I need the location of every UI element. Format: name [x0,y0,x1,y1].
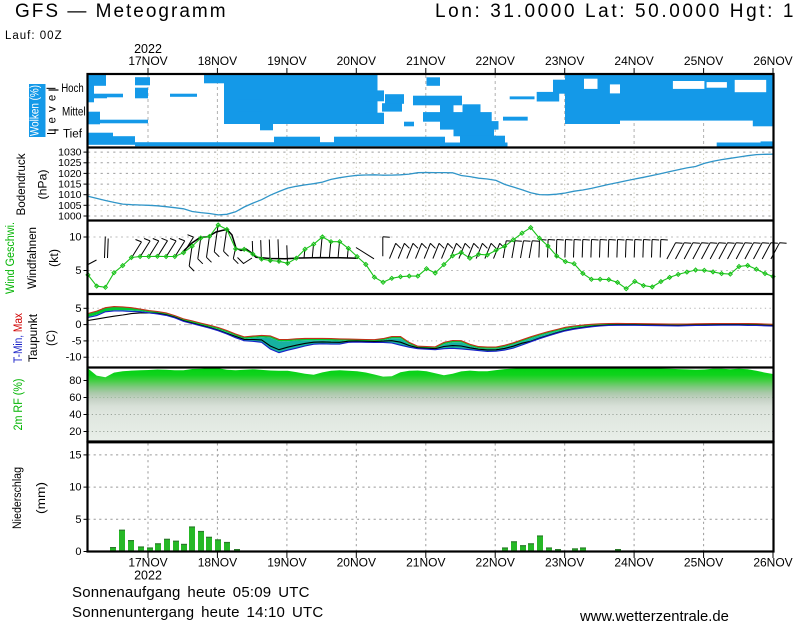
svg-text:0: 0 [75,319,81,331]
svg-text:5: 5 [75,514,81,526]
svg-text:18NOV: 18NOV [198,54,237,68]
svg-text:2022: 2022 [134,42,162,56]
svg-text:(hPa): (hPa) [36,169,50,199]
svg-text:2022: 2022 [134,569,162,583]
svg-text:1000: 1000 [58,211,82,223]
svg-text:-5: -5 [72,335,82,347]
svg-text:40: 40 [69,409,81,421]
svg-text:26NOV: 26NOV [753,54,792,68]
svg-text:1015: 1015 [58,179,82,191]
svg-text:Wolken (%): Wolken (%) [30,85,42,136]
svg-text:1030: 1030 [58,147,82,159]
svg-text:19NOV: 19NOV [267,54,306,68]
svg-text:Level: Level [47,87,59,135]
svg-text:1020: 1020 [58,168,82,180]
svg-text:23NOV: 23NOV [545,556,584,570]
svg-text:20NOV: 20NOV [337,54,376,68]
svg-text:25NOV: 25NOV [684,556,723,570]
svg-text:Tief: Tief [63,129,83,141]
svg-text:Hoch: Hoch [61,83,83,95]
svg-text:Windfahnen: Windfahnen [27,227,39,289]
svg-text:21NOV: 21NOV [406,54,445,68]
svg-text:24NOV: 24NOV [614,54,653,68]
svg-text:25NOV: 25NOV [684,54,723,68]
svg-text:Bodendruck: Bodendruck [14,153,28,216]
svg-text:(kt): (kt) [49,249,61,267]
svg-text:22NOV: 22NOV [476,54,515,68]
svg-text:60: 60 [69,392,81,404]
svg-text:22NOV: 22NOV [476,556,515,570]
svg-text:15: 15 [69,449,81,461]
svg-text:21NOV: 21NOV [406,556,445,570]
svg-text:Taupunkt: Taupunkt [28,313,40,362]
svg-text:80: 80 [69,375,81,387]
svg-text:1010: 1010 [58,189,82,201]
svg-text:17NOV: 17NOV [128,54,167,68]
svg-text:5: 5 [75,303,81,315]
svg-text:20: 20 [69,426,81,438]
svg-text:2m RF (%): 2m RF (%) [13,378,25,430]
svg-text:18NOV: 18NOV [198,556,237,570]
svg-text:0: 0 [75,546,81,558]
svg-text:-10: -10 [66,352,82,364]
svg-text:Niederschlag: Niederschlag [12,467,24,529]
svg-text:T-Min, Max: T-Min, Max [13,313,25,363]
svg-text:20NOV: 20NOV [337,556,376,570]
svg-text:5: 5 [75,265,81,277]
svg-text:1025: 1025 [58,157,82,169]
svg-text:1005: 1005 [58,200,82,212]
svg-text:26NOV: 26NOV [753,556,792,570]
svg-text:Mittel: Mittel [62,107,86,119]
svg-text:10: 10 [69,232,81,244]
svg-text:19NOV: 19NOV [267,556,306,570]
svg-text:Wind Geschwi.: Wind Geschwi. [5,222,17,294]
svg-text:10: 10 [69,482,81,494]
svg-text:23NOV: 23NOV [545,54,584,68]
svg-text:(mm): (mm) [36,482,48,514]
svg-text:17NOV: 17NOV [128,556,167,570]
svg-text:24NOV: 24NOV [614,556,653,570]
svg-text:(C): (C) [46,330,58,346]
